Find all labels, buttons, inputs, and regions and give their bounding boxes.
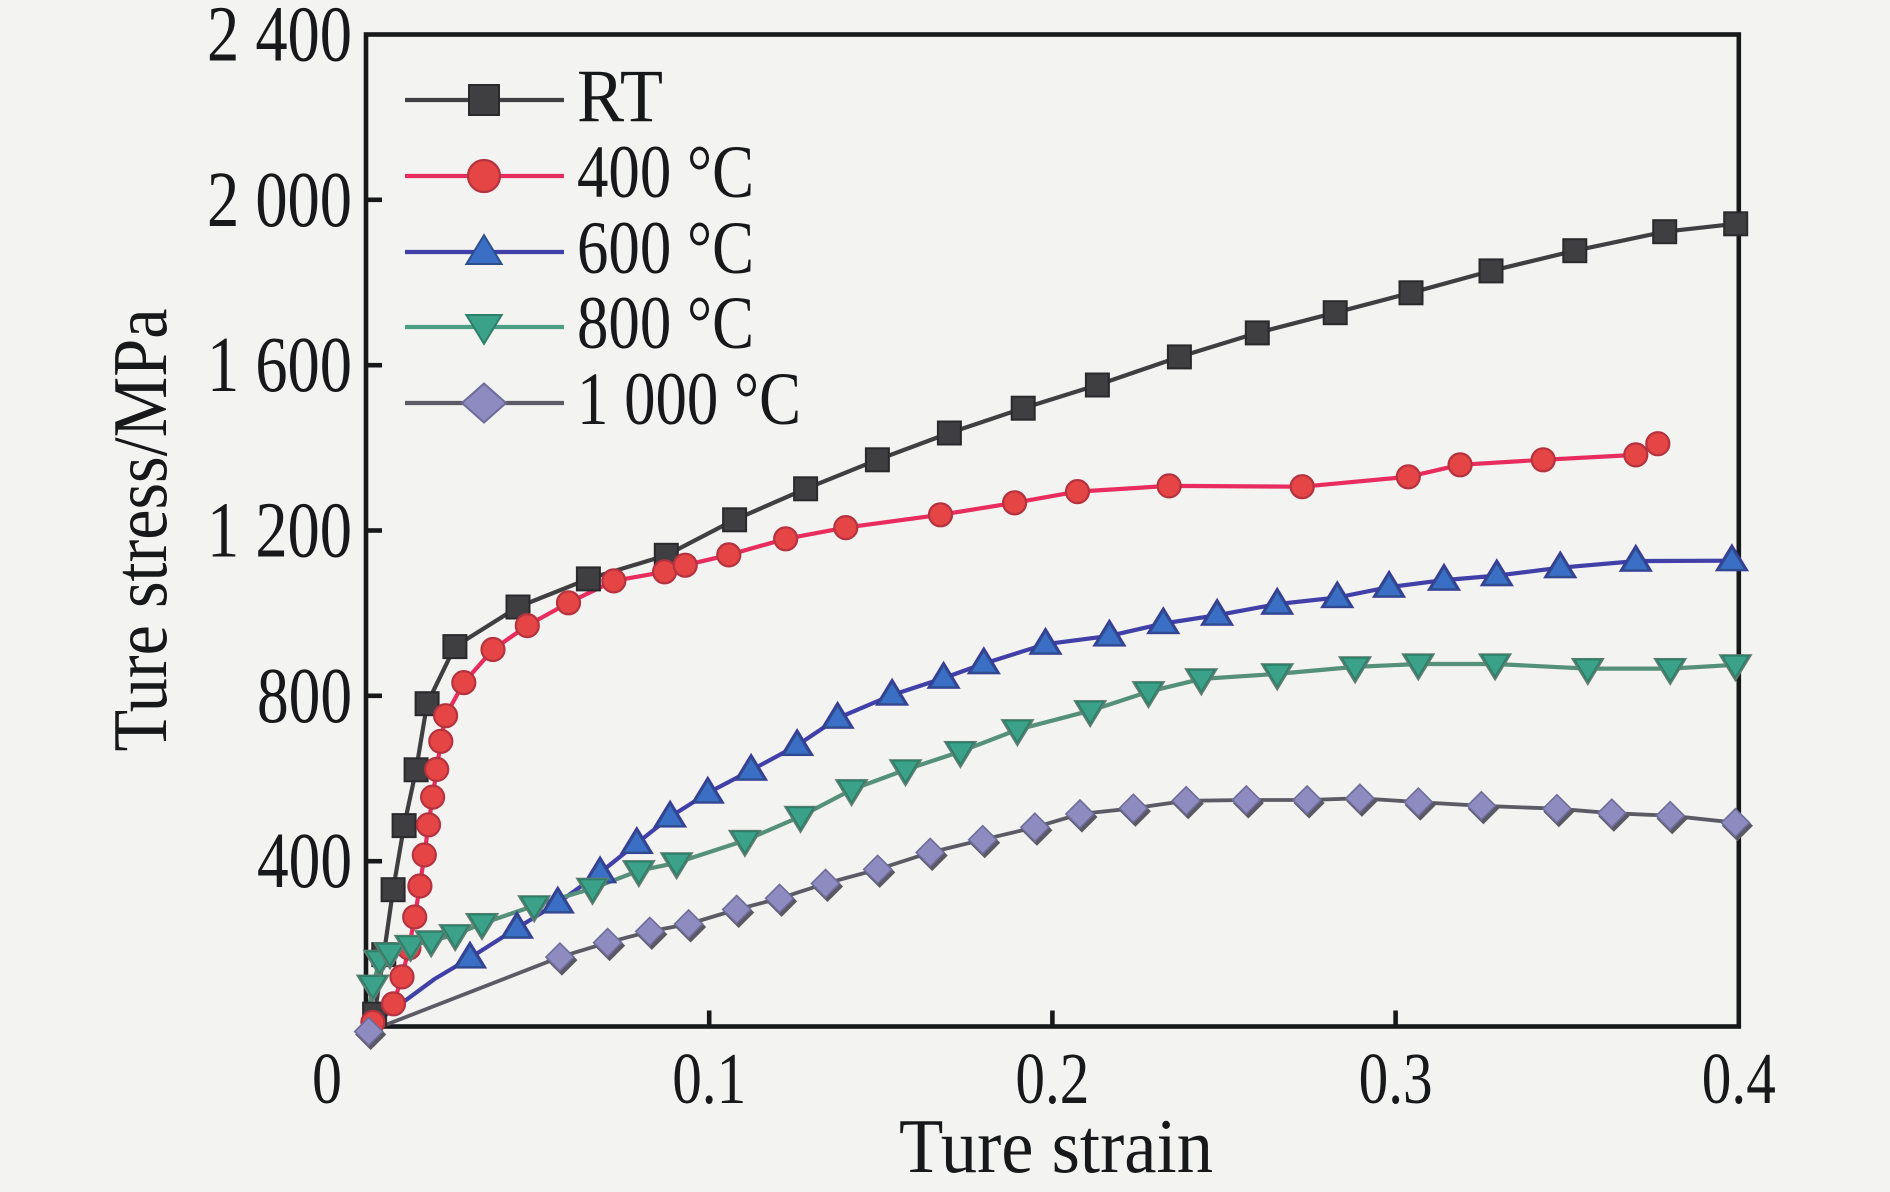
svg-text:2 400: 2 400 <box>207 0 352 79</box>
svg-text:600 °C: 600 °C <box>577 207 754 290</box>
svg-text:800 °C: 800 °C <box>577 282 754 365</box>
svg-text:1 600: 1 600 <box>207 322 352 409</box>
svg-text:0.3: 0.3 <box>1359 1038 1433 1119</box>
svg-text:RT: RT <box>577 55 663 138</box>
svg-text:0: 0 <box>312 1038 342 1119</box>
svg-text:2 000: 2 000 <box>207 157 352 244</box>
svg-text:0.4: 0.4 <box>1702 1038 1776 1119</box>
svg-text:Ture strain: Ture strain <box>899 1103 1213 1187</box>
svg-text:1 200: 1 200 <box>207 488 352 575</box>
svg-text:0.2: 0.2 <box>1015 1038 1089 1119</box>
svg-text:0.1: 0.1 <box>672 1038 746 1119</box>
svg-text:800: 800 <box>257 653 352 740</box>
svg-text:400 °C: 400 °C <box>577 131 754 214</box>
svg-text:400: 400 <box>257 818 352 905</box>
svg-text:Ture stress/MPa: Ture stress/MPa <box>97 309 183 752</box>
svg-text:1 000 °C: 1 000 °C <box>577 358 801 441</box>
